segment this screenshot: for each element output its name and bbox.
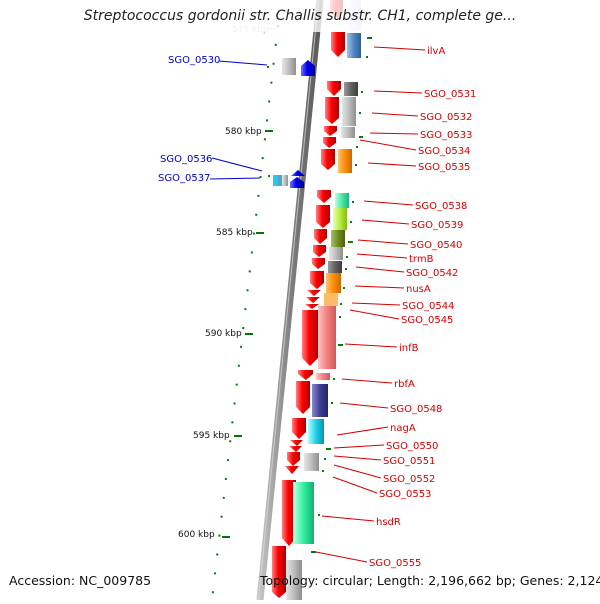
gene-arrow[interactable]	[287, 452, 300, 466]
gene-label-ilvA[interactable]: ilvA	[427, 46, 445, 57]
gene-label-SGO_0530[interactable]: SGO_0530	[168, 55, 220, 66]
gene-label-SGO_0548[interactable]: SGO_0548	[390, 404, 442, 415]
gene-block-gray[interactable]	[342, 97, 356, 126]
gene-block-orange[interactable]	[338, 149, 352, 173]
gene-arrow[interactable]	[296, 381, 310, 414]
gene-arrow-reverse[interactable]	[290, 177, 304, 188]
gene-block-gray[interactable]	[329, 247, 343, 260]
ruler-label-580: 580 kbp	[225, 127, 262, 137]
gene-label-SGO_0538[interactable]: SGO_0538	[415, 201, 467, 212]
gene-arrow[interactable]	[272, 546, 286, 598]
gene-block-gray[interactable]	[282, 175, 288, 186]
gene-arrow[interactable]	[321, 149, 335, 170]
gene-arrow[interactable]	[306, 297, 320, 303]
gene-arrow[interactable]	[313, 245, 326, 257]
gene-arrow[interactable]	[316, 205, 330, 228]
gene-arrow[interactable]	[324, 126, 337, 136]
gene-block-spring[interactable]	[293, 482, 314, 544]
gene-label-SGO_0535[interactable]: SGO_0535	[418, 162, 470, 173]
gene-block-lime[interactable]	[333, 208, 347, 230]
gene-label-nusA[interactable]: nusA	[406, 284, 431, 295]
ruler-label-585: 585 kbp	[216, 228, 253, 238]
gene-label-SGO_0534[interactable]: SGO_0534	[418, 146, 470, 157]
gene-arrow[interactable]	[305, 304, 319, 309]
gene-block-olive[interactable]	[331, 230, 345, 247]
gene-arrow[interactable]	[317, 190, 331, 203]
gene-label-SGO_0539[interactable]: SGO_0539	[411, 220, 463, 231]
gene-block-navy[interactable]	[312, 384, 328, 417]
gene-block-gray[interactable]	[341, 127, 355, 138]
ruler-label-590: 590 kbp	[205, 329, 242, 339]
gene-arrow[interactable]	[323, 137, 336, 148]
gene-label-SGO_0552[interactable]: SGO_0552	[383, 474, 435, 485]
ruler-axis	[211, 24, 279, 601]
gene-block-cyan[interactable]	[273, 175, 278, 186]
gene-block-pink[interactable]	[318, 306, 336, 369]
gene-label-SGO_0545[interactable]: SGO_0545	[401, 315, 453, 326]
gene-label-SGO_0551[interactable]: SGO_0551	[383, 456, 435, 467]
gene-arrow[interactable]	[298, 370, 313, 380]
gene-label-nagA[interactable]: nagA	[390, 423, 416, 434]
gene-block-gray[interactable]	[286, 560, 302, 600]
gene-block-mint[interactable]	[335, 193, 349, 208]
gene-label-SGO_0532[interactable]: SGO_0532	[420, 112, 472, 123]
gene-arrow-reverse[interactable]	[291, 170, 305, 176]
gene-arrow[interactable]	[310, 271, 324, 289]
gene-arrow[interactable]	[302, 310, 318, 366]
gene-label-SGO_0553[interactable]: SGO_0553	[379, 489, 431, 500]
gene-label-infB[interactable]: infB	[399, 343, 419, 354]
gene-arrow[interactable]	[285, 466, 299, 474]
gene-label-SGO_0550[interactable]: SGO_0550	[386, 441, 438, 452]
gene-block-pink[interactable]	[316, 373, 330, 380]
gene-arrow[interactable]	[307, 290, 321, 296]
gene-block-gray[interactable]	[282, 58, 296, 75]
genome-title: Streptococcus gordonii str. Challis subs…	[83, 8, 517, 24]
forward-colored-genes	[286, 33, 361, 600]
gene-arrow[interactable]	[290, 440, 303, 446]
title-band	[0, 0, 600, 32]
ruler-ticks: 575 kbp 580 kbp 585 kbp 590 kbp 595 kbp …	[178, 25, 275, 540]
gene-arrow[interactable]	[331, 32, 345, 57]
ruler-label-600: 600 kbp	[178, 530, 215, 540]
right-labels: ilvA SGO_0531 SGO_0532 SGO_0533 SGO_0534…	[315, 46, 476, 569]
gene-block-dark[interactable]	[344, 82, 358, 96]
gene-arrow[interactable]	[325, 97, 339, 124]
gene-arrow[interactable]	[292, 418, 306, 439]
gene-label-SGO_0531[interactable]: SGO_0531	[424, 89, 476, 100]
gene-block-cyan[interactable]	[308, 419, 324, 444]
gene-block-orange-light[interactable]	[324, 293, 338, 306]
gene-label-hsdR[interactable]: hsdR	[376, 517, 401, 528]
gene-block-orange[interactable]	[326, 273, 341, 293]
gene-label-SGO_0537[interactable]: SGO_0537	[158, 173, 210, 184]
ruler-label-595: 595 kbp	[193, 431, 230, 441]
gene-label-SGO_0542[interactable]: SGO_0542	[406, 268, 458, 279]
gene-arrow-reverse[interactable]	[301, 60, 315, 76]
gene-arrow[interactable]	[282, 480, 296, 546]
reverse-strand-genes	[267, 58, 315, 188]
forward-gene-ticks	[311, 37, 372, 553]
gene-block-steel[interactable]	[347, 33, 361, 58]
gene-block-dark[interactable]	[328, 261, 342, 273]
gene-arrow[interactable]	[312, 258, 325, 269]
left-labels: SGO_0530 SGO_0536 SGO_0537	[158, 55, 268, 184]
topology-text: Topology: circular; Length: 2,196,662 bp…	[260, 573, 600, 588]
gene-arrow[interactable]	[314, 229, 327, 244]
gene-label-rbfA[interactable]: rbfA	[394, 379, 415, 390]
gene-label-SGO_0536[interactable]: SGO_0536	[160, 154, 212, 165]
genome-backbone	[256, 0, 324, 601]
gene-arrow[interactable]	[289, 446, 302, 452]
gene-label-SGO_0533[interactable]: SGO_0533	[420, 130, 472, 141]
gene-label-SGO_0555[interactable]: SGO_0555	[369, 558, 421, 569]
gene-block-gray[interactable]	[304, 453, 319, 471]
gene-block-teal[interactable]	[278, 175, 282, 186]
gene-label-SGO_0544[interactable]: SGO_0544	[402, 301, 454, 312]
gene-arrow[interactable]	[327, 81, 341, 96]
gene-label-trmB[interactable]: trmB	[409, 254, 434, 265]
gene-label-SGO_0540[interactable]: SGO_0540	[410, 240, 462, 251]
accession-text: Accession: NC_009785	[9, 573, 152, 588]
